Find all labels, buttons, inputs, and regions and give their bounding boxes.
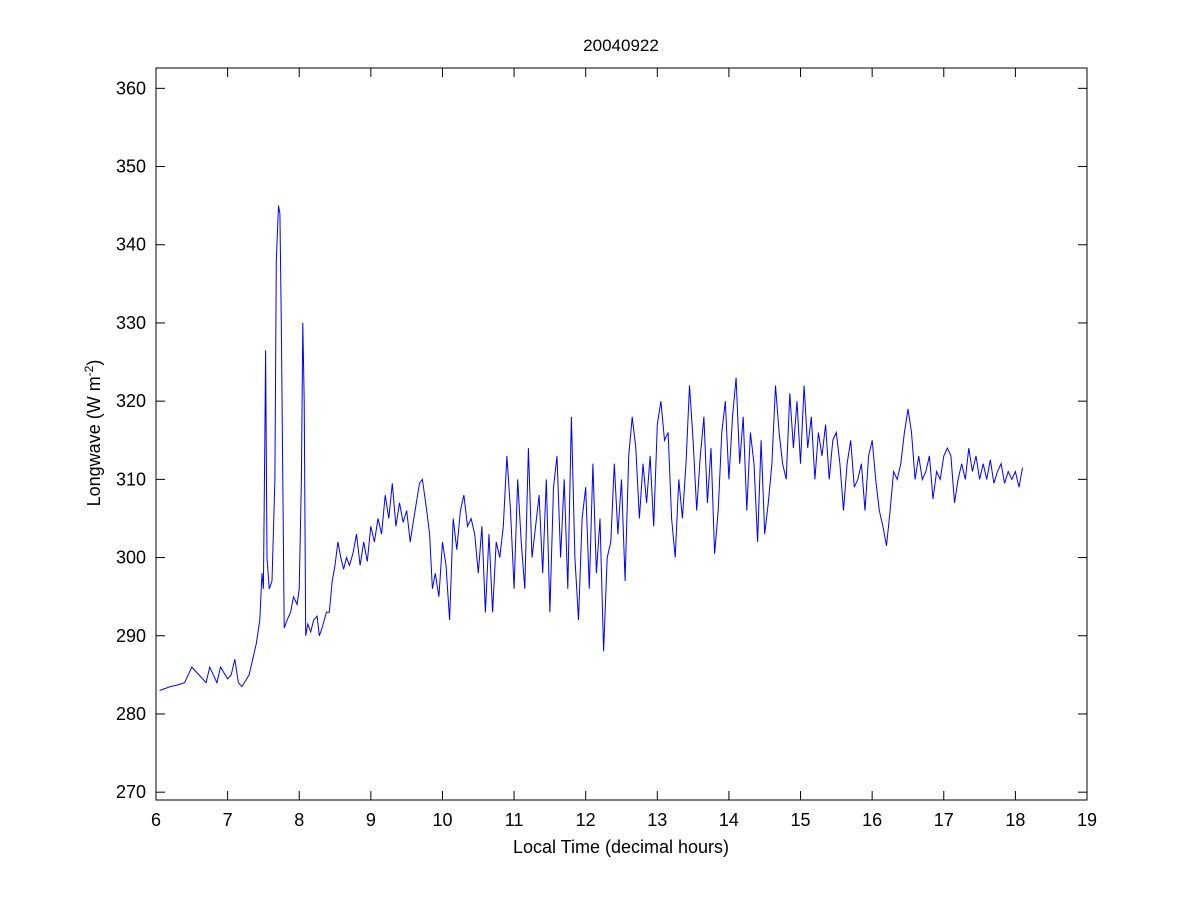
- x-tick-label: 18: [1005, 810, 1025, 830]
- plot-area: 6 7 8 9 10 11 12 13 14 15 16 17 18 19 270 280 290 300 310 3…: [116, 67, 1097, 830]
- y-axis-label-base: Longwave (W m: [84, 376, 104, 506]
- x-tick-label: 19: [1077, 810, 1097, 830]
- y-tick-label: 270: [116, 782, 146, 802]
- y-tick-label: 350: [116, 157, 146, 177]
- chart-title: 20040922: [583, 36, 659, 55]
- y-tick-label: 300: [116, 548, 146, 568]
- y-tick-label: 340: [116, 235, 146, 255]
- x-tick-label: 7: [223, 810, 233, 830]
- x-tick-label: 16: [862, 810, 882, 830]
- x-tick-label: 11: [505, 810, 524, 830]
- x-tick-label: 9: [366, 810, 376, 830]
- y-tick-label: 360: [116, 78, 146, 98]
- y-tick-label: 320: [116, 391, 146, 411]
- x-tick-label: 15: [791, 810, 811, 830]
- x-axis-label: Local Time (decimal hours): [513, 837, 729, 857]
- axes-box: [155, 67, 1088, 801]
- x-tick-label: 8: [294, 810, 304, 830]
- y-axis-label: Longwave (W m-2): [82, 360, 104, 507]
- y-tick-label: 330: [116, 313, 146, 333]
- x-tick-label: 6: [151, 810, 161, 830]
- y-axis-label-superscript: -2: [82, 365, 96, 376]
- x-tick-label: 17: [934, 810, 954, 830]
- y-axis-label-close: ): [84, 360, 104, 366]
- x-tick-label: 12: [576, 810, 596, 830]
- series-line: [159, 205, 1023, 691]
- y-tick-label: 280: [116, 704, 146, 724]
- x-tick-label: 10: [432, 810, 452, 830]
- y-tick-label: 290: [116, 626, 146, 646]
- x-tick-label: 13: [647, 810, 667, 830]
- x-tick-label: 14: [719, 810, 739, 830]
- y-tick-label: 310: [116, 469, 146, 489]
